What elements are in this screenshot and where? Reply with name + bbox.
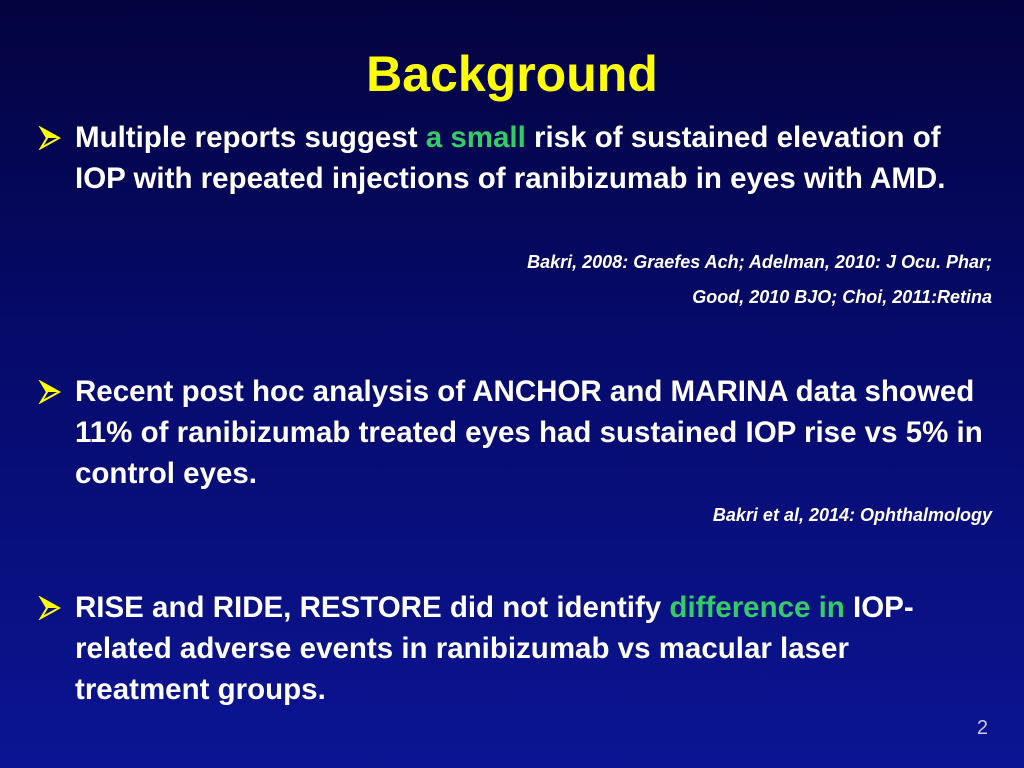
citation-2: Bakri et al, 2014: Ophthalmology [712,505,992,525]
arrow-bullet-icon [38,380,62,404]
bullet-text-1-end: risk of sustained elevation of IOP with … [75,121,946,195]
bullet-text-3-end: IOP-related adverse events in ranibizuma… [75,591,914,706]
slide-title: Background [366,46,658,102]
bullet-text-3-start: RISE and RIDE, RESTORE did not identify [75,591,670,624]
slide-number: 2 [976,717,988,739]
bullet-item-3: RISE and RIDE, RESTORE did not identify … [38,587,988,710]
citation-1b: Good, 2010 BJO; Choi, 2011:Retina [692,287,992,307]
arrow-bullet-icon [38,126,62,150]
bullet-text-1-start: Multiple reports suggest [75,121,426,154]
bullet-item-2: Recent post hoc analysis of ANCHOR and M… [38,371,988,494]
bullet-text-3: RISE and RIDE, RESTORE did not identify … [75,587,988,710]
highlight-text-1: a small [425,121,526,154]
highlight-text-3: difference in [669,591,845,624]
arrow-bullet-icon [38,596,62,620]
bullet-item-1: Multiple reports suggest a small risk of… [38,117,988,199]
bullet-text-1: Multiple reports suggest a small risk of… [75,117,988,199]
citation-1a: Bakri, 2008: Graefes Ach; Adelman, 2010:… [527,252,992,272]
bullet-text-2: Recent post hoc analysis of ANCHOR and M… [75,375,983,490]
